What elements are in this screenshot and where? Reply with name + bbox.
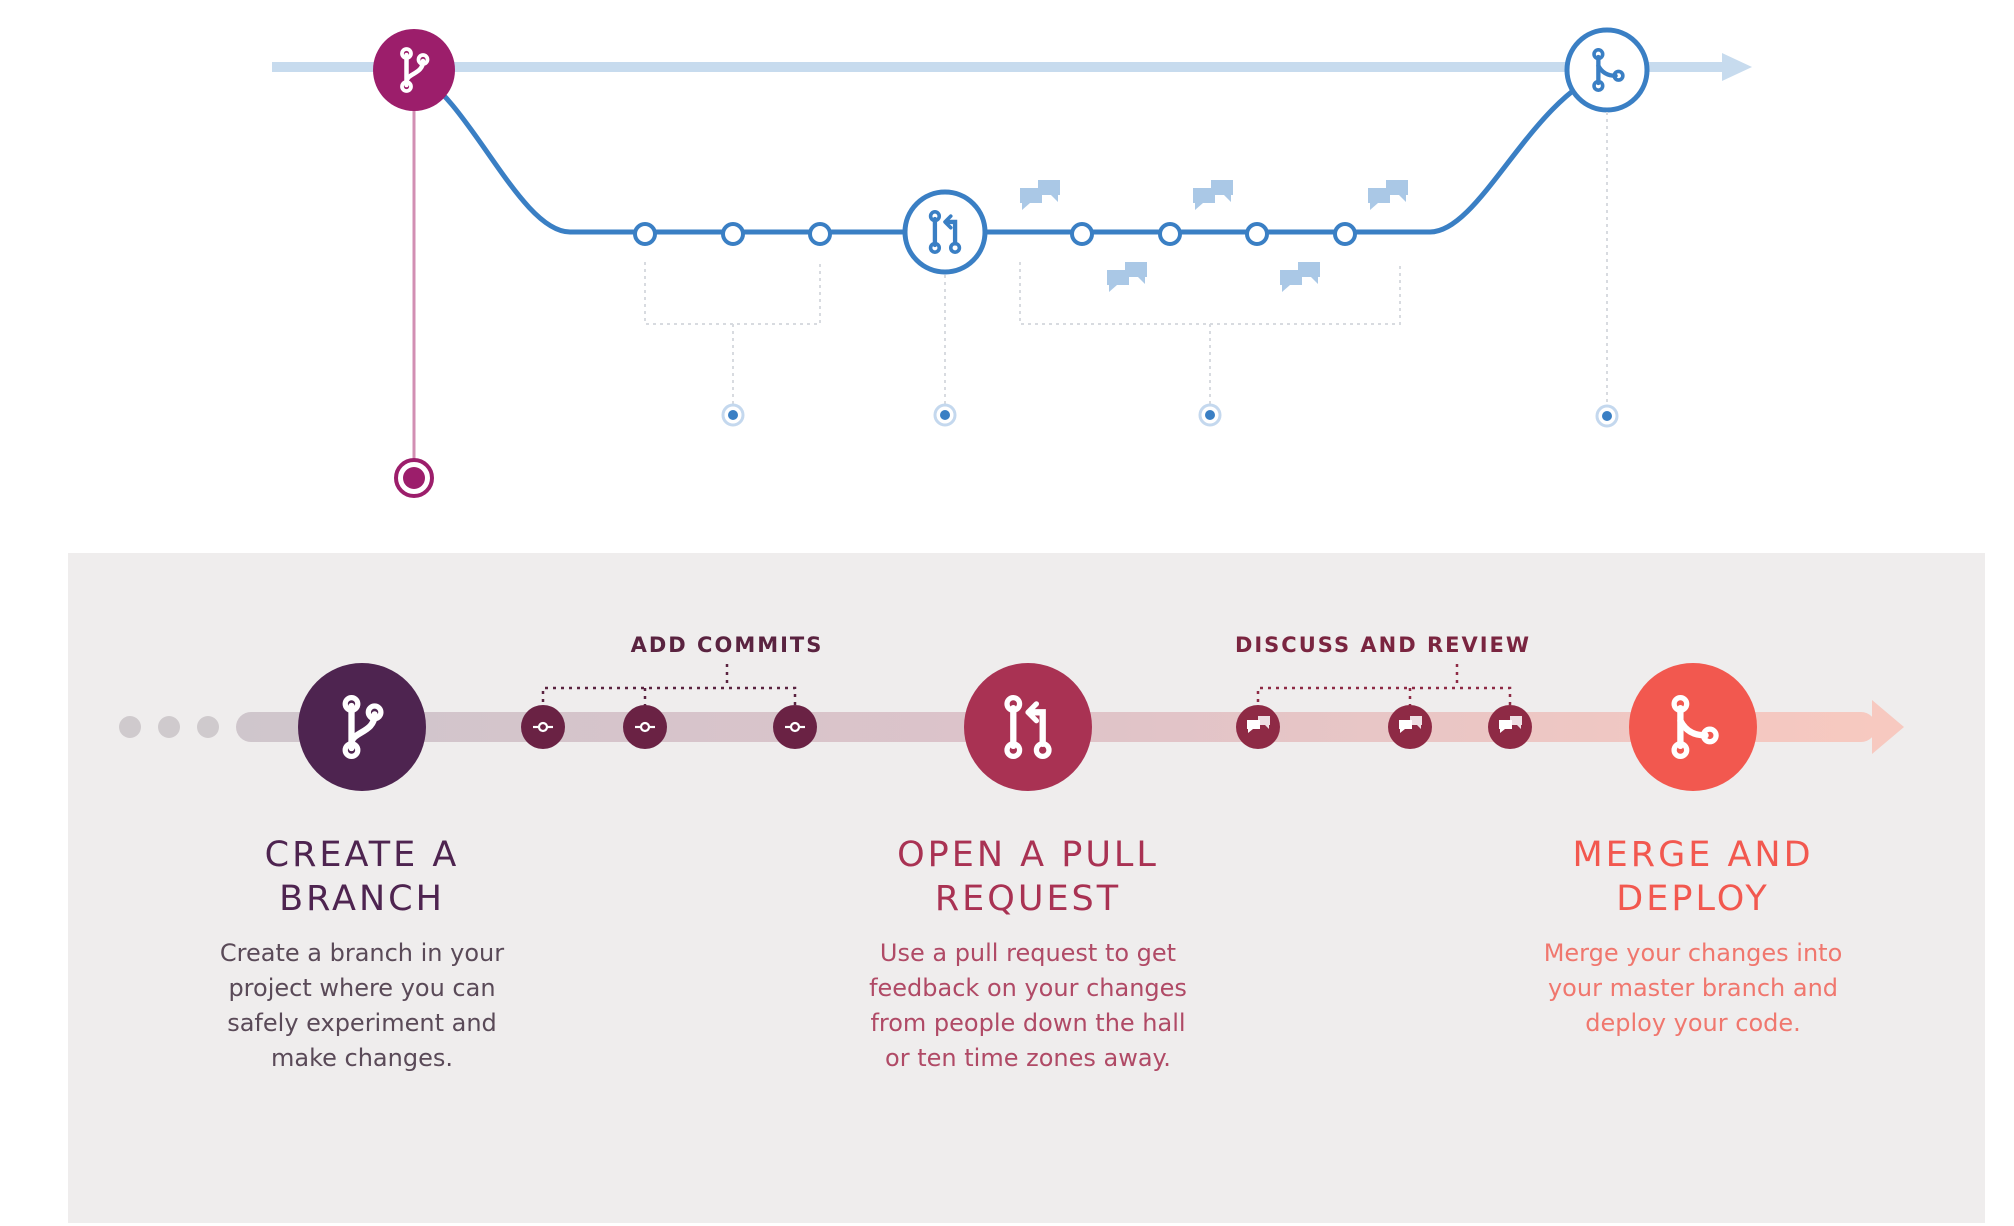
top-commit-dot — [721, 222, 745, 246]
step-description: project where you can — [228, 974, 495, 1002]
comment-icon — [1193, 180, 1233, 210]
top-pull-request-node — [902, 189, 988, 275]
step-merge-and-deploy: MERGE AND DEPLOY Merge your changes into… — [1544, 835, 1843, 1037]
commit-dot — [521, 705, 565, 749]
step-description: from people down the hall — [870, 1009, 1185, 1037]
step-node-merge-and-deploy — [1629, 663, 1757, 791]
timeline-arrow — [1872, 700, 1904, 754]
comment-icon — [1368, 180, 1408, 210]
top-commit-dot — [1333, 222, 1357, 246]
step-title: MERGE AND — [1572, 835, 1813, 875]
feature-branch-line — [413, 69, 1606, 235]
top-flow — [272, 27, 1752, 498]
add-commits-label: ADD COMMITS — [631, 633, 824, 657]
step-description: feedback on your changes — [869, 974, 1187, 1002]
step-title: DEPLOY — [1616, 879, 1769, 919]
leading-dot — [197, 716, 219, 738]
top-commits — [633, 222, 1357, 246]
step-open-pull-request: OPEN A PULL REQUEST Use a pull request t… — [869, 835, 1187, 1072]
step-title: BRANCH — [279, 879, 445, 919]
step-title: OPEN A PULL — [897, 835, 1159, 875]
comment-icon — [1280, 262, 1320, 292]
commit-dot — [623, 705, 667, 749]
top-connectors — [644, 112, 1608, 405]
branch-origin-dot-core — [403, 467, 425, 489]
review-dot — [1236, 705, 1280, 749]
step-description: Create a branch in your — [220, 939, 504, 967]
step-description: make changes. — [271, 1044, 453, 1072]
comment-icon — [1020, 180, 1060, 210]
step-description: your master branch and — [1548, 974, 1838, 1002]
commit-dot — [773, 705, 817, 749]
step-node-open-pull-request — [964, 663, 1092, 791]
top-commit-dot — [633, 222, 657, 246]
master-arrow — [1722, 53, 1752, 81]
step-create-branch: CREATE A BRANCH Create a branch in your … — [220, 835, 504, 1072]
step-description: safely experiment and — [227, 1009, 497, 1037]
merge-icon — [1592, 48, 1625, 92]
top-branch-node — [373, 29, 455, 111]
pull-request-icon — [928, 210, 962, 254]
leading-dot — [158, 716, 180, 738]
comment-icon — [1107, 262, 1147, 292]
step-title: REQUEST — [935, 879, 1121, 919]
step-description: Merge your changes into — [1544, 939, 1843, 967]
leading-dot — [119, 716, 141, 738]
top-commit-dot — [1070, 222, 1094, 246]
step-title: CREATE A — [265, 835, 460, 875]
discuss-and-review-label: DISCUSS AND REVIEW — [1235, 633, 1531, 657]
top-merge-node — [1564, 27, 1650, 113]
step-description: or ten time zones away. — [885, 1044, 1171, 1072]
top-commit-dot — [1245, 222, 1269, 246]
top-connector-dots — [721, 403, 1619, 428]
step-description: Use a pull request to get — [880, 939, 1176, 967]
top-commit-dot — [808, 222, 832, 246]
review-dot — [1488, 705, 1532, 749]
step-node-create-branch — [298, 663, 426, 791]
step-description: deploy your code. — [1585, 1009, 1801, 1037]
top-commit-dot — [1158, 222, 1182, 246]
timeline: ADD COMMITS DISCUSS AND REVIEW — [119, 633, 1904, 1072]
review-dot — [1388, 705, 1432, 749]
